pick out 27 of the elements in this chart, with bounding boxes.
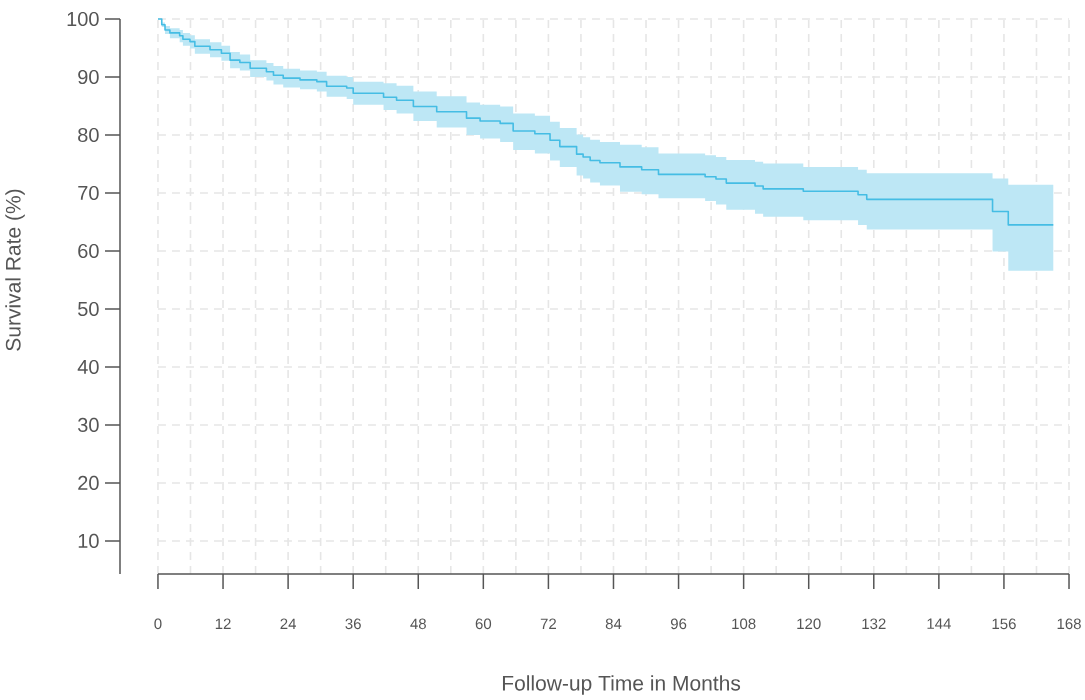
x-tick-label: 60 [475,618,492,630]
x-tick-label: 48 [410,618,426,630]
x-tick-label: 108 [732,618,756,630]
x-axis-title: Follow-up Time in Months [502,675,741,695]
y-tick-label: 20 [78,475,99,491]
y-tick-label: 40 [77,359,99,375]
x-tick-label: 0 [154,618,162,630]
x-tick-label: 168 [1057,618,1081,630]
x-tick-label: 96 [670,618,687,630]
x-tick-label: 24 [280,618,297,629]
y-tick-label: 90 [78,69,99,85]
y-tick-label: 50 [78,301,99,317]
x-tick-label: 156 [992,618,1016,630]
y-tick-label: 70 [78,185,99,201]
x-tick-label: 132 [862,618,886,630]
y-tick-label: 100 [67,11,99,27]
y-tick-label: 30 [78,417,99,433]
x-tick-label: 12 [215,618,231,629]
x-tick-label: 36 [345,618,361,630]
x-tick-label: 120 [797,618,821,630]
y-tick-label: 10 [78,533,99,549]
y-tick-label: 80 [78,127,99,143]
y-tick-label: 60 [78,243,99,259]
x-tick-label: 144 [927,618,951,629]
x-tick-label: 72 [540,618,556,629]
y-axis-title: Survival Rate (%) [5,189,25,351]
x-tick-label: 84 [605,618,622,630]
